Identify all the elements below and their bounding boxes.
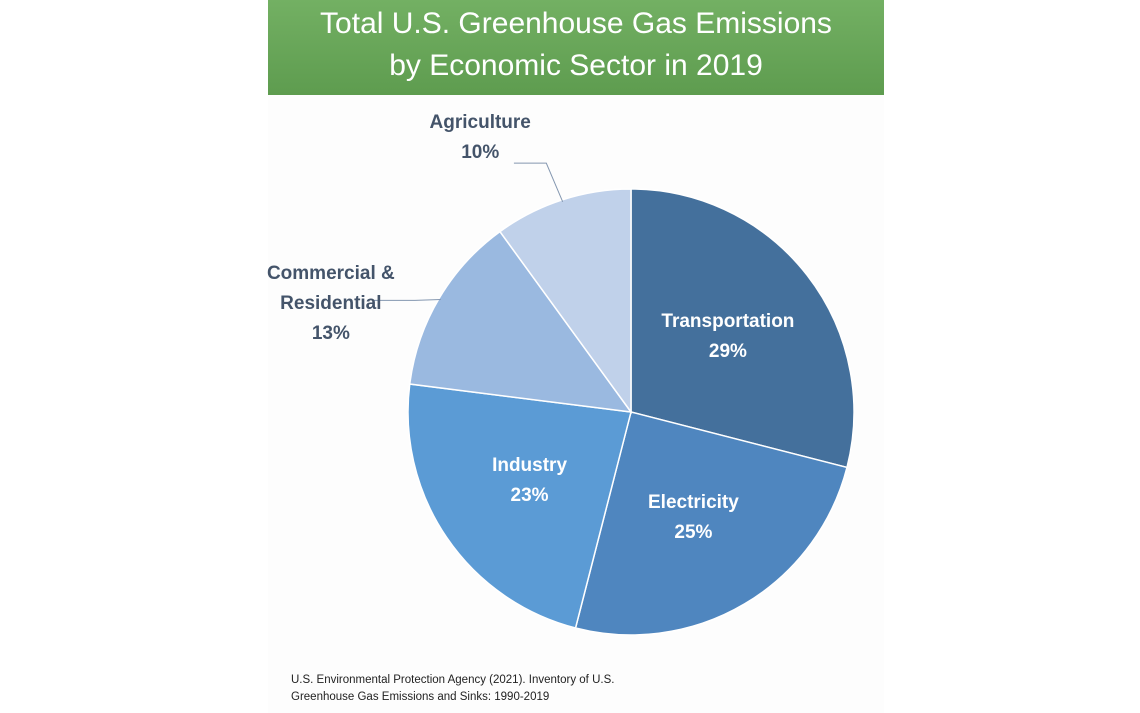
pie-slice [407, 383, 632, 629]
category-label: Commercial & Residential [266, 262, 395, 314]
data-label: Agriculture 10% [405, 108, 555, 168]
data-label: Transportation 29% [643, 307, 813, 367]
data-label: Electricity 25% [608, 488, 778, 548]
source-note: U.S. Environmental Protection Agency (20… [291, 672, 614, 706]
value-label: 13% [311, 322, 350, 344]
data-label: Commercial & Residential 13% [256, 259, 406, 349]
value-label: 23% [510, 484, 549, 506]
source-line: U.S. Environmental Protection Agency (20… [291, 674, 615, 686]
value-label: 29% [708, 340, 747, 362]
leader-line [513, 162, 564, 203]
title-banner: Total U.S. Greenhouse Gas Emissions by E… [268, 0, 884, 95]
category-label: Transportation [661, 310, 795, 332]
category-label: Industry [492, 454, 568, 476]
chart-title: Total U.S. Greenhouse Gas Emissions [320, 7, 832, 40]
value-label: 25% [674, 521, 713, 543]
pie-slice [574, 411, 848, 636]
category-label: Electricity [648, 491, 739, 513]
pie-slice [408, 230, 633, 413]
value-label: 10% [461, 141, 500, 163]
source-line: Greenhouse Gas Emissions and Sinks: 1990… [291, 691, 550, 703]
pie-slice [630, 188, 855, 469]
category-label: Agriculture [429, 111, 531, 133]
data-label: Industry 23% [445, 451, 615, 511]
chart-title: by Economic Sector in 2019 [389, 49, 763, 82]
leader-line [373, 299, 441, 301]
